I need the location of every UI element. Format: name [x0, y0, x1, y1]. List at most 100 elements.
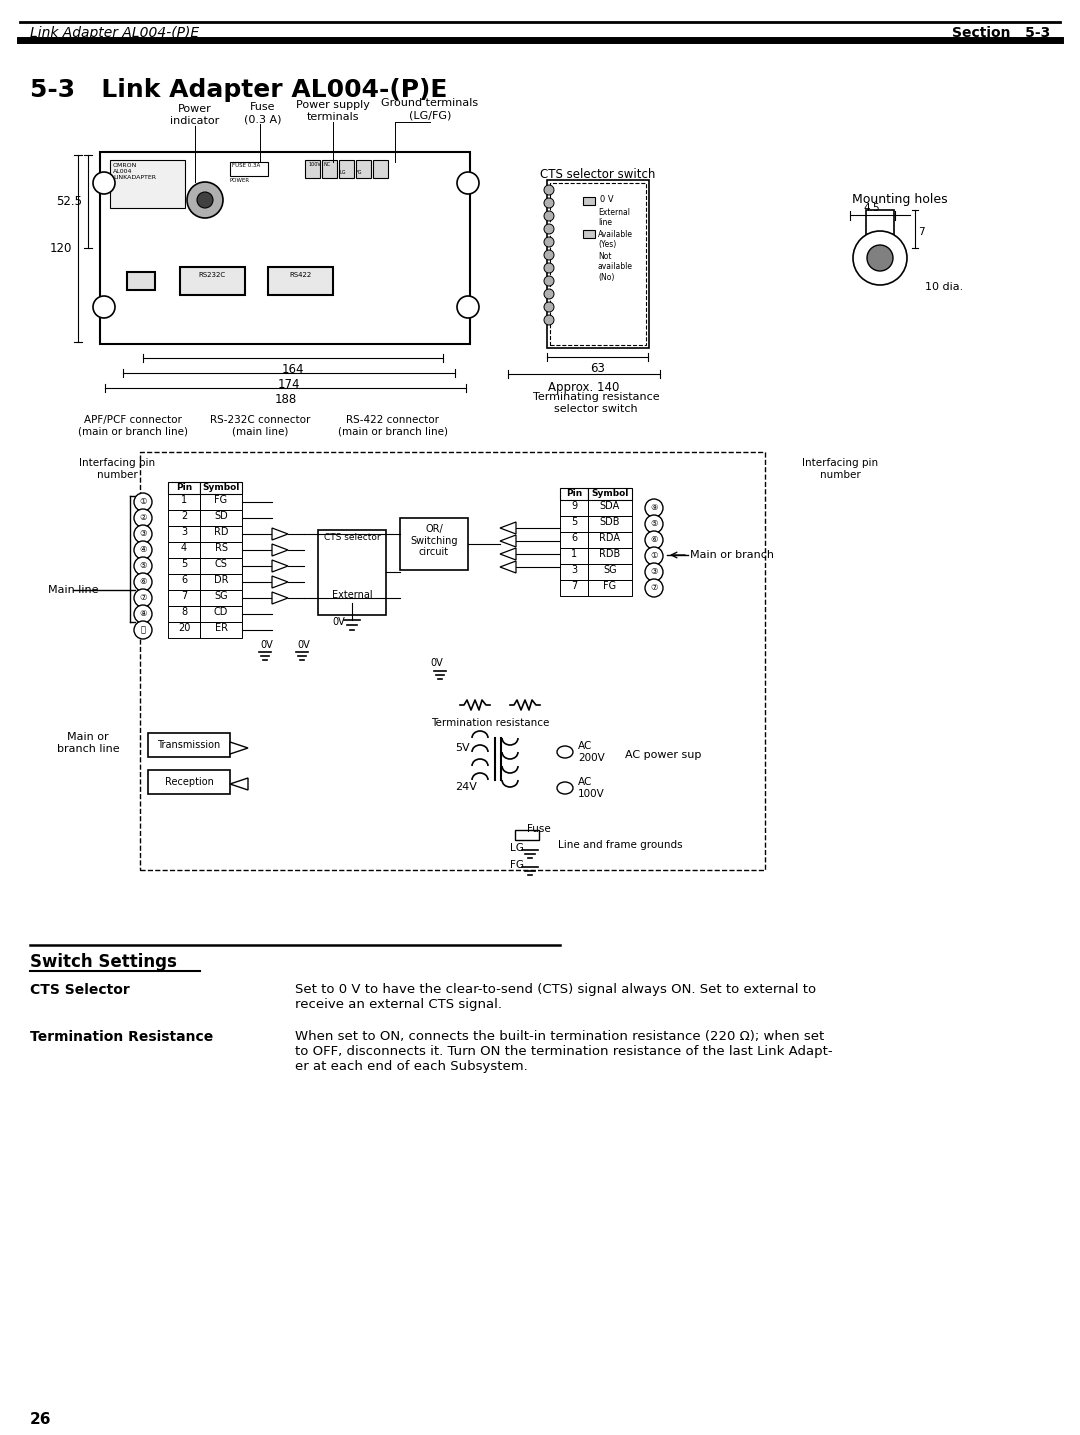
Text: LG: LG: [340, 169, 347, 175]
Text: ⑥: ⑥: [139, 577, 147, 587]
Text: FUSE 0.3A: FUSE 0.3A: [232, 164, 260, 168]
Text: 7: 7: [180, 591, 187, 601]
Text: AC
200V: AC 200V: [578, 742, 605, 763]
Text: Reception: Reception: [164, 776, 214, 786]
Text: 4.5: 4.5: [864, 202, 880, 212]
Bar: [168, 574, 200, 590]
Bar: [561, 564, 588, 580]
Text: Line and frame grounds: Line and frame grounds: [558, 839, 683, 850]
Text: SD: SD: [214, 511, 228, 521]
Bar: [400, 518, 468, 570]
Text: CD: CD: [214, 607, 228, 617]
Bar: [866, 210, 894, 248]
Text: LG: LG: [510, 842, 524, 852]
Bar: [561, 499, 588, 517]
Circle shape: [645, 547, 663, 565]
Polygon shape: [230, 778, 248, 791]
Text: SG: SG: [214, 591, 228, 601]
Bar: [546, 179, 649, 349]
Text: OMRON
AL004
LINKADAPTER: OMRON AL004 LINKADAPTER: [113, 164, 156, 179]
Text: 120: 120: [50, 243, 72, 255]
Text: ⑤: ⑤: [650, 519, 658, 528]
Circle shape: [544, 185, 554, 195]
Bar: [148, 771, 230, 794]
Circle shape: [544, 301, 554, 311]
Text: RS: RS: [215, 542, 228, 552]
Circle shape: [197, 192, 213, 208]
Text: SDA: SDA: [599, 501, 620, 511]
Bar: [588, 488, 632, 499]
Text: RS422: RS422: [288, 273, 311, 278]
Text: CS: CS: [215, 560, 228, 570]
Text: POWER: POWER: [230, 178, 251, 184]
Circle shape: [645, 578, 663, 597]
Text: Pin: Pin: [566, 489, 582, 498]
Bar: [200, 558, 242, 574]
Circle shape: [645, 515, 663, 532]
Text: SG: SG: [604, 565, 617, 575]
Bar: [561, 532, 588, 548]
Text: 3: 3: [571, 565, 577, 575]
Bar: [168, 558, 200, 574]
Circle shape: [544, 288, 554, 298]
Bar: [322, 159, 337, 178]
Text: When set to ON, connects the built-in termination resistance (220 Ω); when set
t: When set to ON, connects the built-in te…: [295, 1030, 833, 1073]
Text: 20: 20: [178, 623, 190, 633]
Circle shape: [544, 198, 554, 208]
Bar: [110, 159, 185, 208]
Circle shape: [867, 245, 893, 271]
Text: External: External: [332, 590, 373, 600]
Circle shape: [544, 316, 554, 324]
Polygon shape: [272, 575, 288, 588]
Circle shape: [93, 172, 114, 194]
Text: Fuse: Fuse: [527, 824, 551, 834]
Text: Not
available
(No): Not available (No): [598, 253, 633, 281]
Text: 24V: 24V: [455, 782, 477, 792]
Text: ③: ③: [650, 567, 658, 577]
Polygon shape: [500, 535, 516, 547]
Polygon shape: [500, 561, 516, 573]
Bar: [200, 494, 242, 509]
Text: Transmission: Transmission: [158, 740, 220, 751]
Bar: [168, 527, 200, 542]
Circle shape: [645, 499, 663, 517]
Polygon shape: [500, 522, 516, 534]
Bar: [230, 162, 268, 177]
Text: 5: 5: [180, 560, 187, 570]
Text: External
line: External line: [598, 208, 630, 227]
Text: CTS selector: CTS selector: [324, 532, 380, 542]
Text: 4: 4: [181, 542, 187, 552]
Bar: [561, 580, 588, 596]
Bar: [356, 159, 372, 178]
Text: Termination Resistance: Termination Resistance: [30, 1030, 213, 1045]
Text: ④: ④: [139, 545, 147, 554]
Text: Power
indicator: Power indicator: [171, 105, 219, 126]
Bar: [100, 152, 470, 344]
Text: 1: 1: [181, 495, 187, 505]
Text: RD: RD: [214, 527, 228, 537]
Text: Available
(Yes): Available (Yes): [598, 230, 633, 250]
Text: ER: ER: [215, 623, 228, 633]
Text: FG: FG: [604, 581, 617, 591]
Text: Fuse
(0.3 A): Fuse (0.3 A): [244, 102, 282, 123]
Text: 0V: 0V: [260, 640, 273, 650]
Text: Symbol: Symbol: [202, 484, 240, 492]
Text: ③: ③: [139, 530, 147, 538]
Bar: [200, 574, 242, 590]
Polygon shape: [272, 544, 288, 555]
Text: CTS selector switch: CTS selector switch: [540, 168, 656, 181]
Text: CTS Selector: CTS Selector: [30, 983, 130, 997]
Text: 174: 174: [278, 377, 300, 390]
Text: 0V: 0V: [430, 659, 443, 669]
Polygon shape: [230, 742, 248, 753]
Bar: [588, 499, 632, 517]
Text: 10 dia.: 10 dia.: [924, 283, 963, 291]
Circle shape: [134, 606, 152, 623]
Bar: [200, 606, 242, 621]
Circle shape: [457, 172, 480, 194]
Text: Terminating resistance
selector switch: Terminating resistance selector switch: [532, 392, 659, 413]
Circle shape: [134, 621, 152, 639]
Text: Symbol: Symbol: [592, 489, 629, 498]
Bar: [583, 197, 595, 205]
Circle shape: [544, 263, 554, 273]
